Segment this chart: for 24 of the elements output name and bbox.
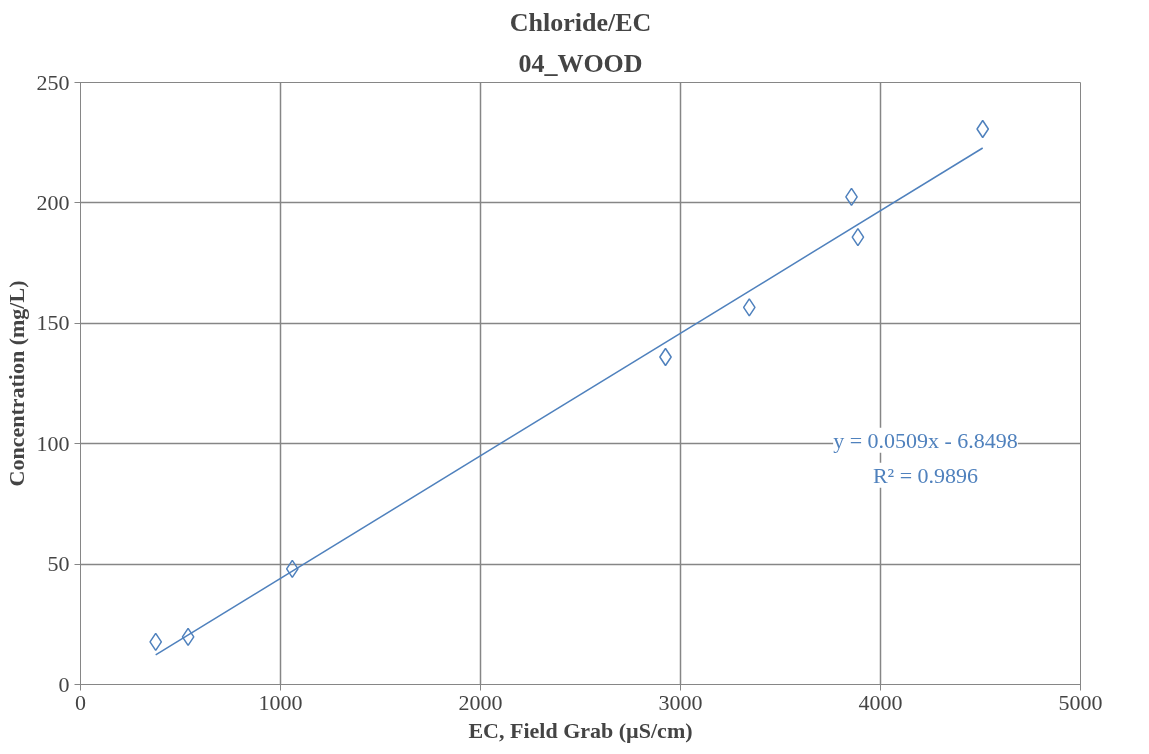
x-tick-label: 4000 xyxy=(858,689,903,715)
x-tick-label: 5000 xyxy=(1058,689,1103,715)
point xyxy=(285,559,299,579)
point xyxy=(149,632,163,652)
point xyxy=(742,298,756,317)
x-tick-label: 1000 xyxy=(258,689,303,715)
x-tick-label: 0 xyxy=(75,689,86,715)
y-axis-title: Concentration (mg/L) xyxy=(3,280,29,487)
chart-title: Chloride/EC xyxy=(509,7,652,37)
x-axis-title: EC, Field Grab (µS/cm) xyxy=(468,717,693,743)
annotation: R² = 0.9896 xyxy=(872,462,979,488)
y-tick-label: 0 xyxy=(58,671,70,697)
y-tick-label: 100 xyxy=(36,430,70,456)
point xyxy=(976,119,990,139)
y-tick-label: 250 xyxy=(36,69,70,95)
point xyxy=(181,627,195,647)
annotation: y = 0.0509x - 6.8498 xyxy=(833,427,1018,453)
x-tick-label: 2000 xyxy=(458,689,503,715)
y-tick-label: 50 xyxy=(47,551,70,577)
x-tick-label: 3000 xyxy=(658,689,703,715)
point xyxy=(851,227,865,247)
chart-subtitle: 04_WOOD xyxy=(518,48,643,78)
y-tick-label: 200 xyxy=(36,189,70,215)
y-tick-label: 150 xyxy=(36,310,70,336)
